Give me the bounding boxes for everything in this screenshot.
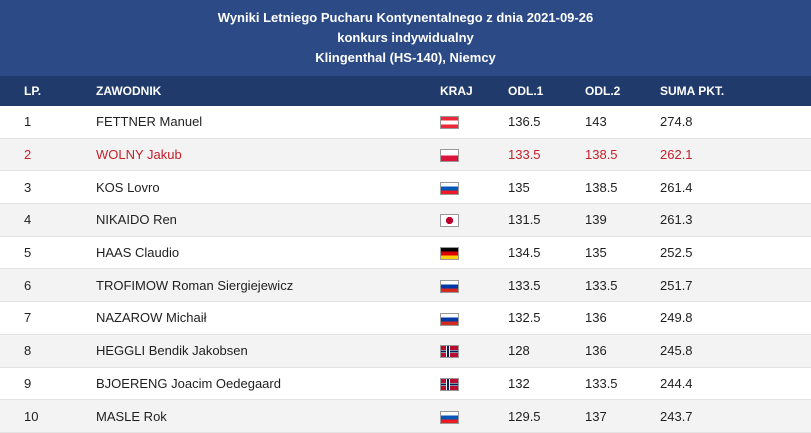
poland-flag-icon <box>440 149 459 163</box>
cell-jump2: 136 <box>585 343 607 359</box>
cell-jump1: 133.5 <box>508 147 541 163</box>
cell-total: 244.4 <box>660 375 693 391</box>
cell-name: HAAS Claudio <box>96 245 180 261</box>
table-row: 9 BJOERENG Joacim Oedegaard 132 133.5 24… <box>0 368 811 401</box>
cell-country <box>440 212 508 228</box>
cell-total: 262.1 <box>660 147 693 163</box>
cell-country <box>440 180 508 195</box>
cell-jump2: 143 <box>585 114 607 130</box>
cell-jump2: 135 <box>585 245 607 261</box>
cell-jump1: 133.5 <box>508 277 541 293</box>
cell-jump2: 133.5 <box>585 375 618 391</box>
cell-name: KOS Lovro <box>96 179 160 195</box>
cell-lp: 1 <box>24 114 32 130</box>
cell-name: NAZAROW Michaił <box>96 310 207 326</box>
cell-jump1: 132.5 <box>508 310 541 326</box>
cell-name: TROFIMOW Roman Siergiejewicz <box>96 277 294 293</box>
table-header: LP. ZAWODNIK KRAJ ODL.1 ODL.2 SUMA PKT. <box>0 76 811 106</box>
cell-name: BJOERENG Joacim Oedegaard <box>96 375 281 391</box>
column-country: KRAJ <box>440 84 473 98</box>
cell-jump1: 136.5 <box>508 114 541 130</box>
table-row: 7 NAZAROW Michaił 132.5 136 249.8 <box>0 302 811 335</box>
cell-name: MASLE Rok <box>96 408 167 424</box>
table-row: 2 WOLNY Jakub 133.5 138.5 262.1 <box>0 138 811 172</box>
cell-total: 274.8 <box>660 114 693 130</box>
cell-lp: 3 <box>24 179 32 195</box>
japan-flag-icon <box>440 214 459 228</box>
cell-total: 261.3 <box>660 212 693 228</box>
column-lp: LP. <box>24 84 42 98</box>
cell-total: 243.7 <box>660 408 693 424</box>
cell-jump1: 135 <box>508 179 530 195</box>
cell-lp: 4 <box>24 212 32 228</box>
cell-jump2: 138.5 <box>585 179 618 195</box>
column-name: ZAWODNIK <box>96 84 162 98</box>
cell-country <box>440 245 508 261</box>
cell-country <box>440 310 508 326</box>
cell-lp: 5 <box>24 245 32 261</box>
cell-country <box>440 147 508 163</box>
norway-flag-icon <box>440 377 459 391</box>
cell-lp: 2 <box>24 147 32 163</box>
title-line-1: Wyniki Letniego Pucharu Kontynentalnego … <box>217 10 594 25</box>
cell-jump1: 129.5 <box>508 408 541 424</box>
cell-jump1: 132 <box>508 375 530 391</box>
cell-name: WOLNY Jakub <box>96 147 182 163</box>
cell-name: HEGGLI Bendik Jakobsen <box>96 343 248 359</box>
column-jump1: ODL.1 <box>508 84 544 98</box>
table-row: 3 KOS Lovro 135 138.5 261.4 <box>0 171 811 205</box>
cell-lp: 8 <box>24 343 32 359</box>
cell-country <box>440 409 508 424</box>
cell-jump2: 136 <box>585 310 607 326</box>
column-total: SUMA PKT. <box>660 84 725 98</box>
cell-jump2: 139 <box>585 212 607 228</box>
cell-country <box>440 278 508 293</box>
germany-flag-icon <box>440 247 459 261</box>
cell-jump1: 131.5 <box>508 212 541 228</box>
results-table-body: 1 FETTNER Manuel 136.5 143 274.8 2 WOLNY… <box>0 106 811 433</box>
cell-jump2: 138.5 <box>585 147 618 163</box>
cell-jump1: 128 <box>508 343 530 359</box>
table-row: 8 HEGGLI Bendik Jakobsen 128 136 245.8 <box>0 334 811 368</box>
table-row: 5 HAAS Claudio 134.5 135 252.5 <box>0 237 811 270</box>
cell-jump2: 137 <box>585 408 607 424</box>
cell-name: NIKAIDO Ren <box>96 212 177 228</box>
cell-lp: 6 <box>24 277 32 293</box>
cell-lp: 7 <box>24 310 32 326</box>
cell-jump1: 134.5 <box>508 245 541 261</box>
column-jump2: ODL.2 <box>585 84 621 98</box>
cell-country <box>440 343 508 359</box>
table-row: 6 TROFIMOW Roman Siergiejewicz 133.5 133… <box>0 269 811 303</box>
results-title: Wyniki Letniego Pucharu Kontynentalnego … <box>0 0 811 76</box>
cell-total: 249.8 <box>660 310 693 326</box>
cell-country <box>440 114 508 130</box>
cell-total: 245.8 <box>660 343 693 359</box>
russia-flag-icon <box>440 279 459 293</box>
title-line-3: Klingenthal (HS-140), Niemcy <box>315 50 496 65</box>
cell-jump2: 133.5 <box>585 277 618 293</box>
table-row: 1 FETTNER Manuel 136.5 143 274.8 <box>0 106 811 139</box>
title-line-2: konkurs indywidualny <box>337 30 474 45</box>
austria-flag-icon <box>440 116 459 130</box>
cell-lp: 10 <box>24 408 39 424</box>
norway-flag-icon <box>440 345 459 359</box>
cell-lp: 9 <box>24 375 32 391</box>
table-row: 10 MASLE Rok 129.5 137 243.7 <box>0 400 811 433</box>
table-row: 4 NIKAIDO Ren 131.5 139 261.3 <box>0 204 811 237</box>
cell-total: 252.5 <box>660 245 693 261</box>
cell-total: 261.4 <box>660 179 693 195</box>
russia-flag-icon <box>440 312 459 326</box>
slovenia-flag-icon <box>440 410 459 424</box>
cell-total: 251.7 <box>660 277 693 293</box>
cell-name: FETTNER Manuel <box>96 114 203 130</box>
slovenia-flag-icon <box>440 181 459 195</box>
cell-country <box>440 376 508 391</box>
